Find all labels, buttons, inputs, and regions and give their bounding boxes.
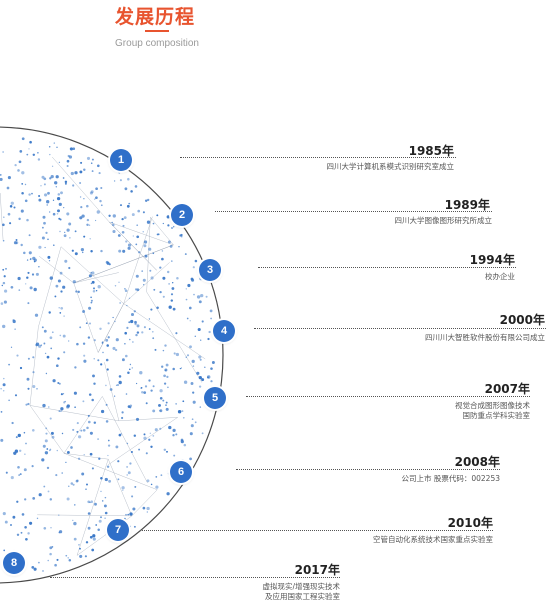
page-title: 发展历程	[114, 6, 195, 28]
event-year-2000: 2000年	[499, 313, 545, 327]
event-desc-2010: 空管自动化系统技术国家重点实验室	[373, 535, 493, 544]
timeline-marker-4[interactable]: 4	[213, 320, 235, 342]
event-year-1994: 1994年	[469, 253, 515, 267]
timeline-marker-6[interactable]: 6	[170, 461, 192, 483]
event-year-2007: 2007年	[484, 382, 530, 396]
timeline-marker-2[interactable]: 2	[171, 204, 193, 226]
event-desc-1989: 四川大学图像图形研究所成立	[394, 216, 493, 225]
event-divider-7	[140, 530, 493, 531]
timeline-marker-1[interactable]: 1	[110, 149, 132, 171]
event-desc-2017-line2: 及应用国家工程实验室	[265, 592, 340, 601]
title-underline	[145, 30, 169, 32]
event-divider-5	[246, 396, 530, 397]
timeline-marker-7[interactable]: 7	[107, 519, 129, 541]
event-desc-2008: 公司上市 股票代码：002253	[401, 474, 500, 483]
event-desc-2017-line1: 虚拟现实/增强现实技术	[262, 582, 340, 591]
timeline-marker-8[interactable]: 8	[3, 552, 25, 574]
event-desc-2007-line2: 国防重点学科实验室	[462, 411, 531, 420]
page-subtitle: Group composition	[115, 38, 199, 49]
event-desc-2000: 四川川大智胜软件股份有限公司成立	[425, 333, 545, 342]
event-desc-1985: 四川大学计算机系模式识别研究室成立	[326, 162, 455, 171]
timeline-marker-3[interactable]: 3	[199, 259, 221, 281]
event-desc-1994: 校办企业	[485, 272, 515, 281]
event-year-2008: 2008年	[454, 455, 500, 469]
event-desc-2007-line1: 视觉合成图形图像技术	[455, 401, 530, 410]
event-divider-1	[180, 157, 456, 158]
event-divider-4	[254, 328, 546, 329]
event-year-1989: 1989年	[444, 198, 490, 212]
event-divider-2	[215, 211, 492, 212]
event-divider-6	[236, 469, 500, 470]
event-divider-3	[258, 267, 516, 268]
event-year-2010: 2010年	[447, 516, 493, 530]
event-divider-8	[50, 577, 340, 578]
timeline-marker-5[interactable]: 5	[204, 387, 226, 409]
event-year-1985: 1985年	[408, 144, 454, 158]
event-year-2017: 2017年	[294, 563, 340, 577]
